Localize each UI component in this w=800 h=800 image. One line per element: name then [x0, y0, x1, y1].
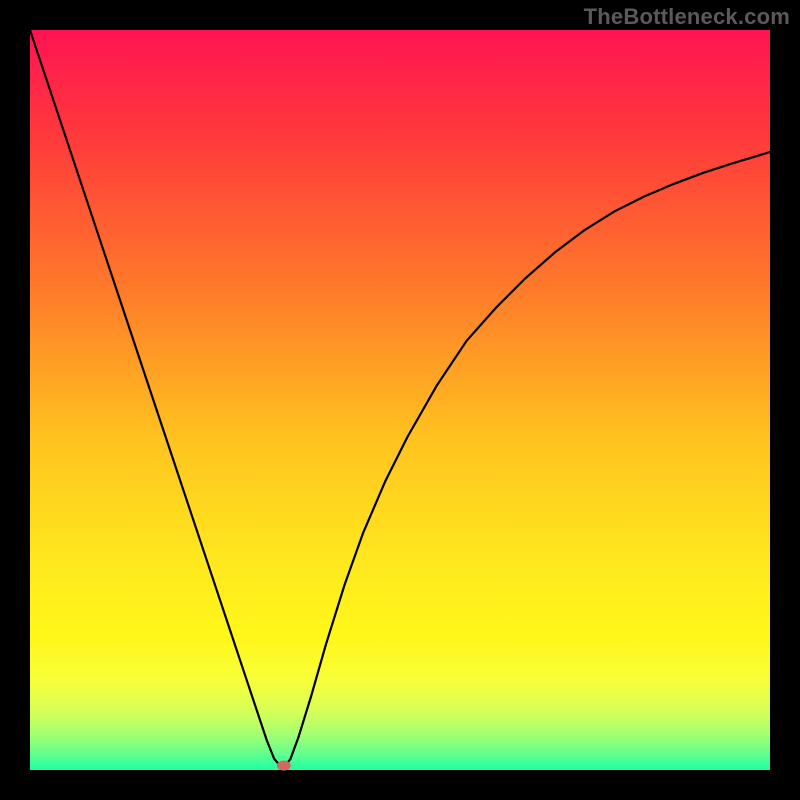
plot-background: [30, 30, 770, 770]
watermark-text: TheBottleneck.com: [584, 4, 790, 30]
bottleneck-chart-svg: [0, 0, 800, 800]
minimum-marker: [277, 761, 291, 771]
chart-frame: TheBottleneck.com: [0, 0, 800, 800]
